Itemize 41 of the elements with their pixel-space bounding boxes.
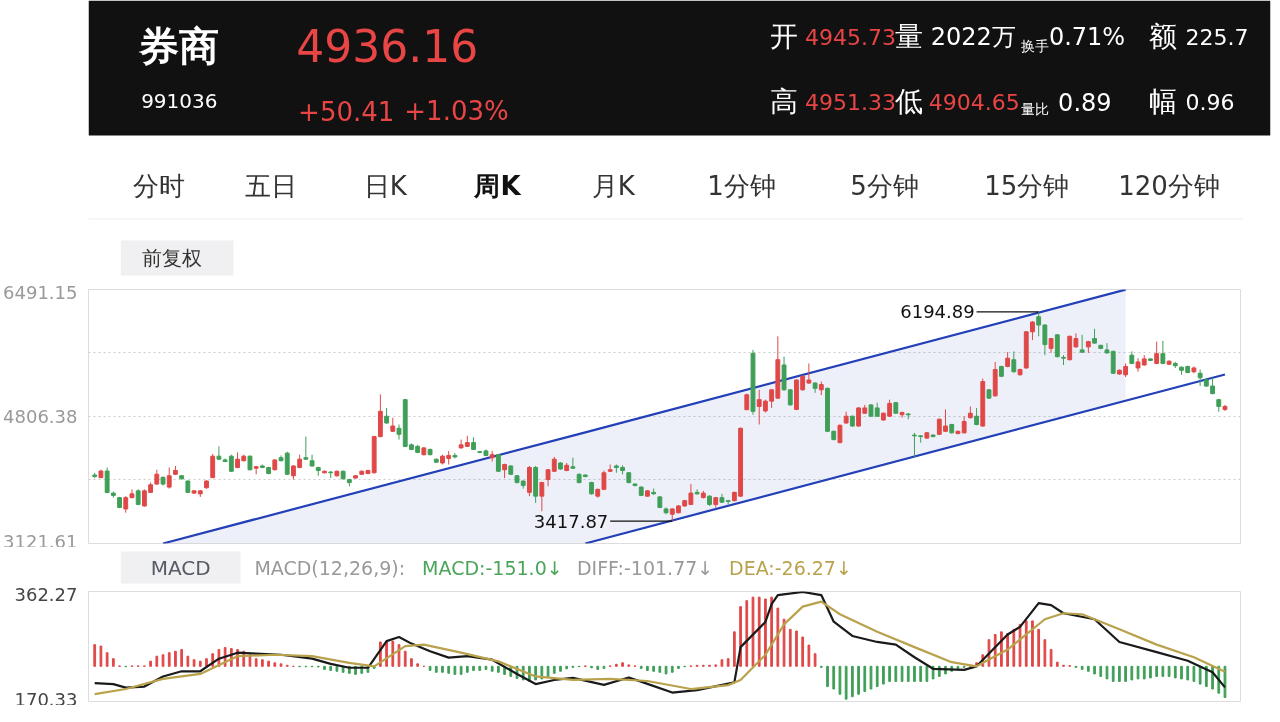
text: 周K (473, 170, 522, 201)
text: 4904.65 (928, 89, 1020, 115)
text: 日K (363, 170, 408, 201)
text: 额 (1148, 20, 1177, 53)
text: 120分钟 (1118, 170, 1220, 201)
text: 0.71% (1048, 22, 1126, 51)
text: 换手 (1021, 37, 1050, 54)
text: DIFF:-101.77↓ (576, 556, 714, 579)
text: 991036 (141, 88, 218, 113)
text: 5分钟 (850, 170, 919, 201)
text: +50.41 (298, 96, 395, 127)
y-tick-label: 362.27 (14, 583, 78, 605)
y-tick-label: 170.33 (14, 688, 78, 710)
annotation: 3417.87 (533, 510, 609, 532)
text: 0.96 (1185, 89, 1235, 115)
annotation: 6194.89 (900, 301, 975, 323)
text: 量 (894, 20, 923, 53)
text: MACD(12,26,9): (254, 556, 406, 579)
text: 4936.16 (296, 21, 479, 72)
y-tick-label: 4806.38 (3, 406, 78, 427)
text: MACD (150, 555, 211, 580)
text: 前复权 (142, 245, 203, 270)
text: 高 (770, 85, 798, 118)
text: 0.89 (1058, 88, 1112, 117)
y-tick-label: 6491.15 (3, 281, 78, 303)
text: DEA:-26.27↓ (729, 556, 852, 579)
text: 开 (770, 20, 798, 53)
text: 1分钟 (707, 170, 776, 201)
text: MACD:-151.0↓ (422, 556, 563, 579)
text: 券商 (138, 22, 220, 69)
text: 幅 (1148, 85, 1177, 118)
text: 五日 (245, 170, 298, 201)
text: 2022万 (930, 22, 1016, 51)
text: 月K (591, 170, 636, 201)
text: 分时 (132, 170, 185, 201)
text: 低 (894, 85, 923, 118)
text: 225.7 (1185, 24, 1249, 50)
text: +1.03% (404, 95, 509, 126)
text: 量比 (1021, 100, 1050, 117)
text: 15分钟 (984, 170, 1070, 201)
y-tick-label: 3121.61 (3, 530, 78, 552)
